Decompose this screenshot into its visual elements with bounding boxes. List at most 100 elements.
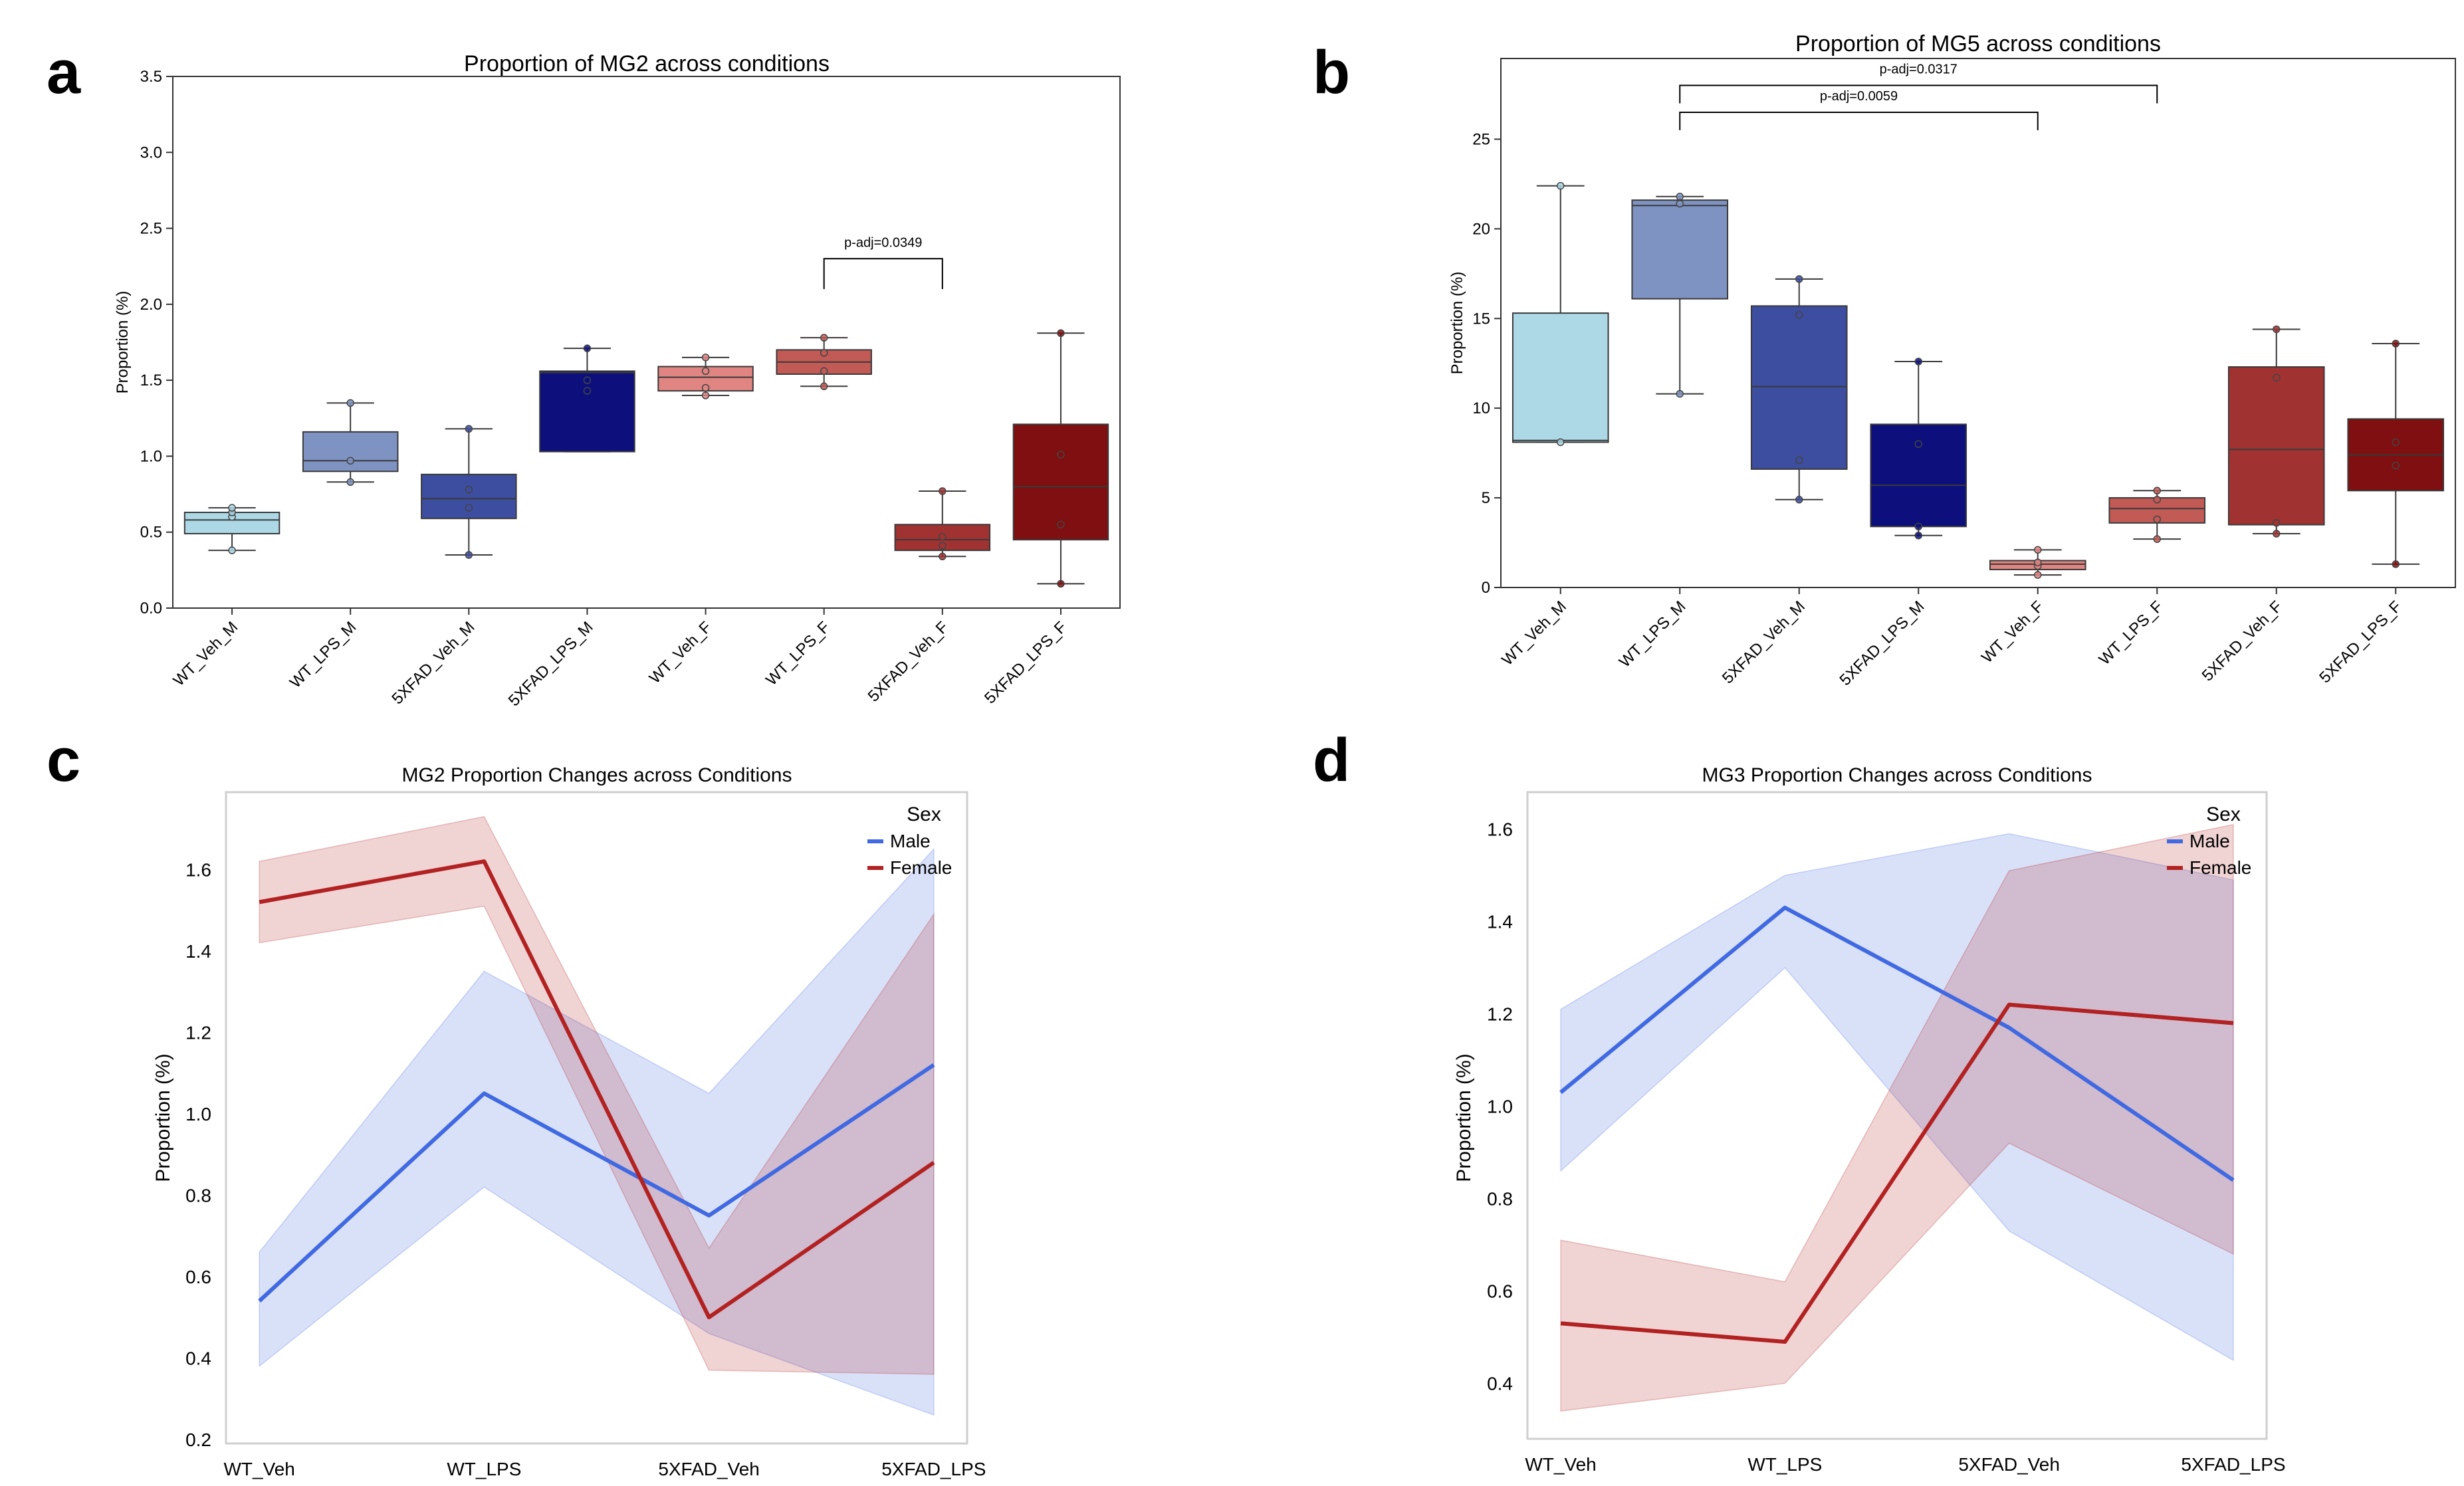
box-5XFAD_LPS_M	[1870, 423, 1967, 528]
data-point	[583, 387, 592, 395]
x-tick-label-d: WT_Veh	[1525, 1454, 1596, 1475]
data-point	[2034, 558, 2042, 566]
data-point	[1676, 193, 1684, 201]
chart-title-d: MG3 Proportion Changes across Conditions	[1702, 764, 2092, 786]
box-WT_LPS_M	[302, 431, 399, 473]
data-point	[2273, 325, 2281, 334]
legend-label-female: Female	[890, 857, 952, 878]
data-point	[465, 504, 473, 512]
significance-label: p-adj=0.0059	[1820, 89, 1898, 104]
data-point	[701, 383, 710, 392]
y-tick-label-d: 1.6	[1487, 819, 1513, 840]
significance-label: p-adj=0.0349	[844, 235, 922, 250]
significance-bracket	[823, 258, 943, 289]
panel-letter-b: b	[1313, 39, 1350, 106]
data-point	[583, 376, 592, 384]
plot-frame-d	[1526, 791, 2268, 1440]
linechart-d: 0.4 0.6 0.8 1.0 1.2 1.4 1.6 WT_Veh WT_LPS 5XFAD_V…	[1487, 803, 2285, 1475]
y-tick-label-b: 5	[1482, 489, 1490, 507]
ci-band-female	[259, 815, 935, 1375]
significance-bracket	[1679, 111, 2039, 130]
y-axis-label-a: Proportion (%)	[114, 291, 132, 394]
box-5XFAD_Veh_M	[421, 473, 517, 520]
data-point	[228, 504, 236, 512]
data-point	[2392, 438, 2400, 447]
x-tick-label-c: WT_LPS	[447, 1459, 521, 1479]
panel-letter-c: c	[47, 726, 80, 794]
box-WT_LPS_M	[1631, 199, 1729, 300]
data-point	[939, 532, 947, 541]
box-5XFAD_LPS_F	[1012, 423, 1109, 541]
panel-letter-a: a	[47, 39, 81, 106]
data-point	[1057, 520, 1065, 529]
series-line-male	[1559, 905, 2235, 1182]
significance-label: p-adj=0.0317	[1880, 62, 1958, 76]
panel-letter-d: d	[1313, 726, 1350, 794]
data-point	[1795, 496, 1803, 504]
x-tick-label-c: 5XFAD_Veh	[658, 1459, 760, 1479]
data-point	[465, 485, 473, 494]
y-tick-label-d: 1.0	[1487, 1097, 1513, 1117]
y-axis-label-b: Proportion (%)	[1448, 272, 1466, 375]
y-tick-label-a: 2.5	[140, 220, 162, 238]
data-point	[228, 546, 236, 554]
significance-bracket	[1679, 84, 2158, 104]
ci-band-male	[1560, 833, 2234, 1362]
y-tick-label-c: 0.8	[185, 1185, 211, 1206]
legend-title: Sex	[907, 803, 941, 825]
data-point	[1557, 438, 1565, 447]
data-point	[346, 457, 354, 465]
data-point	[939, 487, 947, 495]
data-point	[2153, 496, 2161, 504]
plot-frame-a	[172, 76, 1121, 609]
data-point	[2273, 519, 2281, 527]
data-point	[1057, 329, 1065, 338]
y-tick-label-b: 0	[1482, 579, 1490, 597]
y-tick-label-d: 0.4	[1487, 1374, 1513, 1394]
data-point	[346, 399, 354, 407]
data-point	[1914, 531, 1922, 540]
data-point	[1914, 522, 1922, 531]
data-point	[1795, 311, 1803, 319]
data-point	[2034, 546, 2042, 554]
x-tick-label-c: 5XFAD_LPS	[881, 1459, 986, 1479]
y-tick-label-a: 0.0	[140, 599, 162, 617]
y-tick-label-c: 1.0	[185, 1104, 211, 1124]
data-point	[2273, 373, 2281, 382]
y-tick-label-c: 1.2	[185, 1022, 211, 1043]
x-tick-label-c: WT_Veh	[223, 1459, 294, 1479]
y-tick-label-c: 0.4	[185, 1348, 211, 1368]
x-tick-label-d: 5XFAD_LPS	[2181, 1454, 2285, 1475]
y-axis-label-d: Proportion (%)	[1453, 1053, 1475, 1182]
data-point	[1795, 456, 1803, 465]
legend-label-male: Male	[890, 831, 931, 851]
y-tick-label-d: 1.4	[1487, 912, 1513, 932]
data-point	[820, 349, 828, 357]
data-point	[2153, 486, 2161, 495]
legend-label-female: Female	[2189, 857, 2251, 878]
legend-d: Sex Male Female	[2167, 803, 2251, 878]
y-tick-label-a: 2.0	[140, 296, 162, 314]
x-tick-label-d: 5XFAD_Veh	[1958, 1454, 2060, 1475]
data-point	[1676, 199, 1684, 208]
chart-title-b: Proportion of MG5 across conditions	[1795, 31, 2161, 56]
data-point	[701, 391, 710, 399]
y-tick-label-b: 15	[1472, 310, 1490, 328]
y-tick-label-c: 0.2	[185, 1430, 211, 1450]
plot-frame-c	[225, 791, 968, 1445]
data-point	[1557, 181, 1565, 190]
y-tick-label-a: 3.0	[140, 144, 162, 161]
data-point	[820, 367, 828, 375]
legend-label-male: Male	[2189, 831, 2230, 851]
data-point	[2392, 560, 2400, 568]
y-tick-label-b: 20	[1472, 220, 1490, 238]
box-5XFAD_Veh_F	[2227, 366, 2325, 526]
data-point	[465, 425, 473, 433]
data-point	[820, 334, 828, 342]
data-point	[583, 344, 592, 352]
series-line-male	[258, 1063, 935, 1303]
y-tick-label-c: 1.4	[185, 941, 211, 962]
data-point	[465, 551, 473, 559]
